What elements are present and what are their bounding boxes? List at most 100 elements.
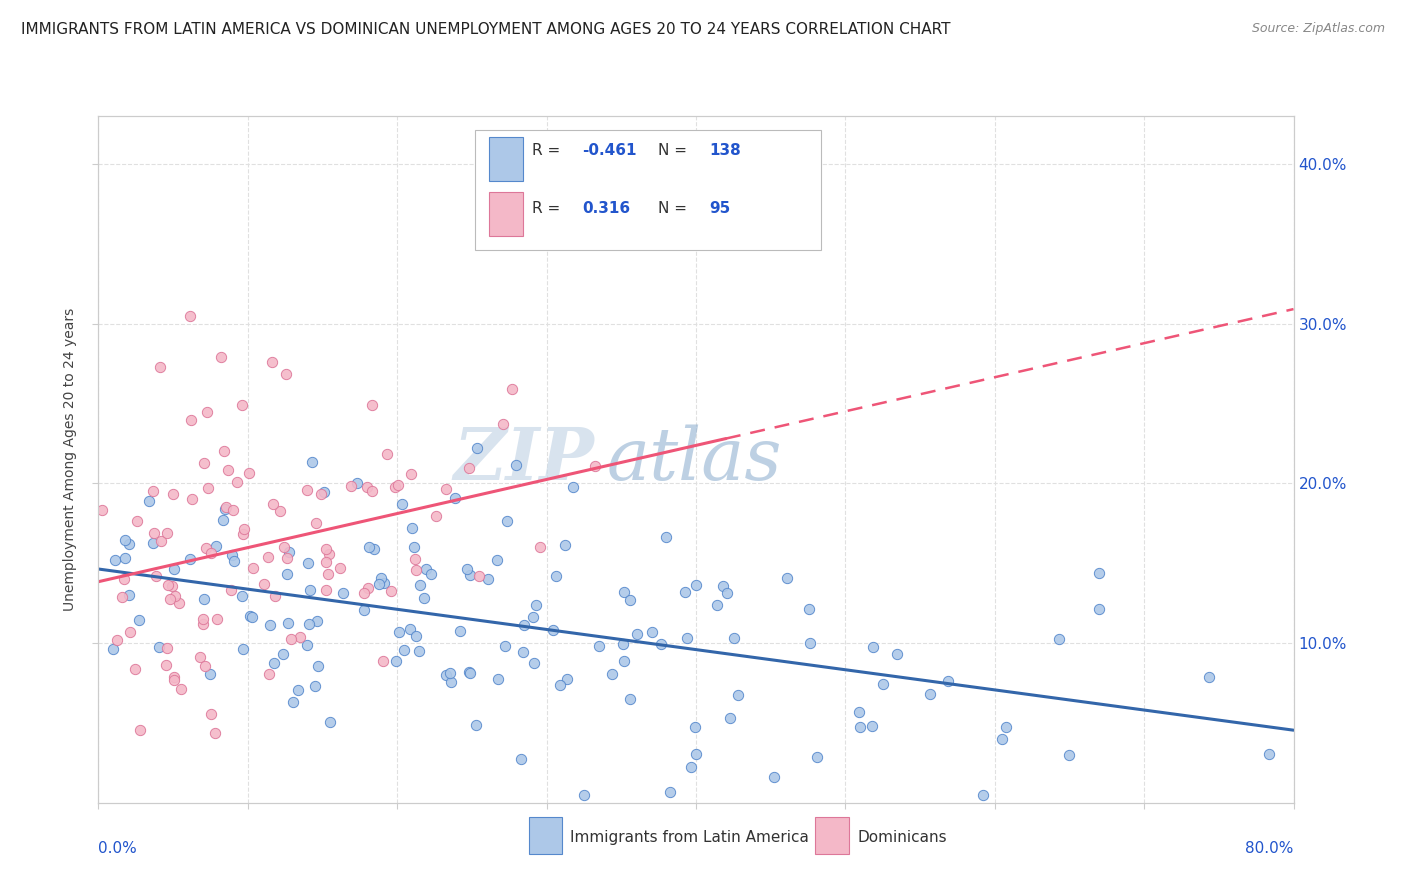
Point <box>872 677 894 691</box>
Point <box>204 726 226 740</box>
Point <box>405 629 427 643</box>
FancyBboxPatch shape <box>489 192 523 236</box>
Point <box>149 360 172 375</box>
Point <box>128 723 150 738</box>
Point <box>619 691 641 706</box>
Point <box>276 567 298 582</box>
Point <box>138 493 160 508</box>
Point <box>232 526 254 541</box>
Point <box>232 522 254 536</box>
Point <box>142 483 165 498</box>
Point <box>361 398 384 412</box>
Point <box>221 503 243 517</box>
Point <box>972 788 994 802</box>
Point <box>195 405 218 419</box>
Point <box>357 540 380 554</box>
Point <box>529 540 551 554</box>
Text: 95: 95 <box>709 202 730 216</box>
Point <box>650 637 672 651</box>
Point <box>399 467 422 481</box>
Point <box>368 577 391 591</box>
Point <box>231 589 253 603</box>
Point <box>198 667 221 681</box>
Point <box>640 625 662 640</box>
Point <box>685 747 707 762</box>
Point <box>120 624 142 639</box>
Text: 138: 138 <box>709 143 741 158</box>
Point <box>524 599 547 613</box>
Point <box>271 648 294 662</box>
Point <box>392 642 415 657</box>
Point <box>217 463 239 477</box>
Point <box>253 576 276 591</box>
Point <box>886 647 908 661</box>
Point <box>163 562 186 576</box>
Point <box>346 476 368 491</box>
Point <box>259 618 281 632</box>
Point <box>465 441 488 455</box>
Point <box>143 525 166 540</box>
Point <box>1258 747 1281 761</box>
Point <box>797 602 820 616</box>
Point <box>212 513 235 527</box>
Point <box>231 399 253 413</box>
Point <box>319 714 342 729</box>
Point <box>467 569 489 583</box>
Point <box>309 486 332 500</box>
Point <box>149 534 172 549</box>
Point <box>685 578 707 592</box>
Point <box>162 670 184 684</box>
Point <box>278 544 301 558</box>
Point <box>370 571 392 585</box>
Point <box>118 588 141 602</box>
Text: Dominicans: Dominicans <box>858 830 946 845</box>
Point <box>307 659 329 673</box>
Point <box>104 552 127 566</box>
Point <box>262 355 284 369</box>
Point <box>163 590 186 604</box>
FancyBboxPatch shape <box>815 816 849 855</box>
Point <box>991 731 1014 746</box>
Point <box>762 770 785 784</box>
Point <box>156 578 179 592</box>
Point <box>718 711 741 725</box>
Point <box>363 541 385 556</box>
Point <box>264 590 287 604</box>
Point <box>425 509 447 524</box>
Point <box>269 504 291 518</box>
Point <box>315 582 337 597</box>
Point <box>676 631 699 645</box>
Point <box>477 573 499 587</box>
Text: 80.0%: 80.0% <box>1246 840 1294 855</box>
Point <box>273 541 295 555</box>
Point <box>197 481 219 495</box>
Point <box>655 530 678 544</box>
Point <box>458 461 481 475</box>
Point <box>200 707 222 722</box>
Point <box>162 486 184 500</box>
Text: 0.316: 0.316 <box>582 202 630 216</box>
Point <box>458 665 481 680</box>
Point <box>169 682 191 697</box>
Point <box>240 609 263 624</box>
Point <box>659 785 682 799</box>
Point <box>105 633 128 648</box>
Point <box>238 467 260 481</box>
Point <box>193 456 215 470</box>
Point <box>295 483 318 497</box>
Point <box>353 602 375 616</box>
Point <box>277 616 299 631</box>
Point <box>353 586 375 600</box>
Point <box>295 638 318 652</box>
Point <box>380 584 402 599</box>
Point <box>180 412 202 426</box>
Point <box>918 687 941 701</box>
Point <box>361 484 384 499</box>
Point <box>357 581 380 595</box>
Point <box>613 654 636 668</box>
Point <box>307 614 329 628</box>
Point <box>711 579 734 593</box>
Point <box>179 551 201 566</box>
Point <box>1088 601 1111 615</box>
Point <box>1057 747 1080 762</box>
